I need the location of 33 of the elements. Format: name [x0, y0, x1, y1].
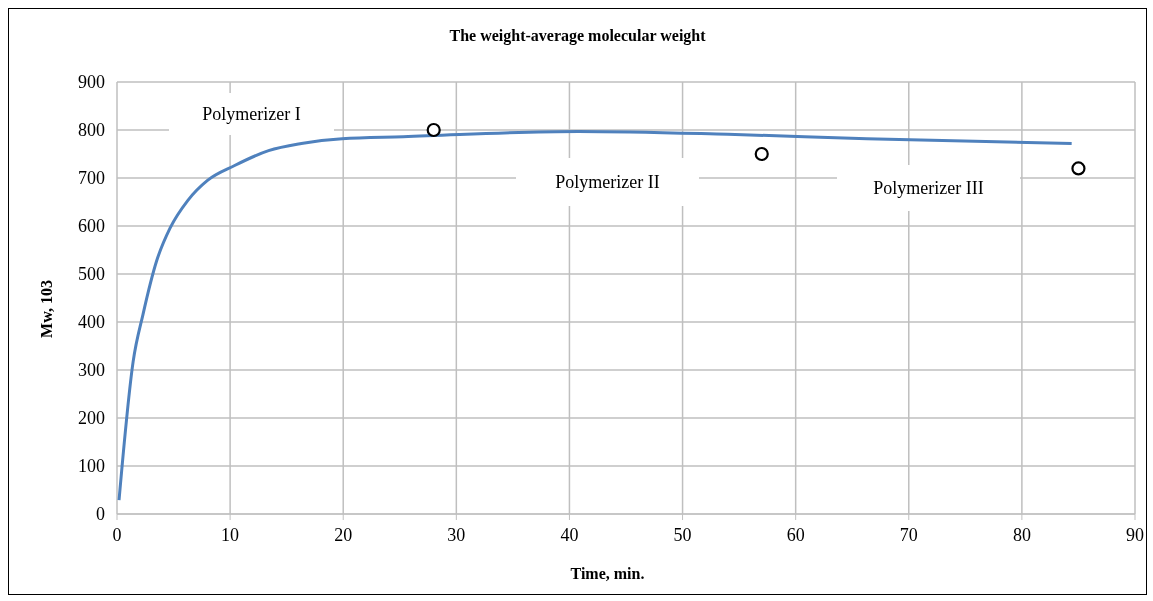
- text-box: Polymerizer II: [516, 158, 699, 206]
- x-tick-label: 10: [221, 524, 240, 545]
- y-tick-label: 200: [78, 408, 105, 429]
- annotation: Polymerizer II: [555, 171, 660, 193]
- point: [1071, 161, 1086, 176]
- y-tick-label: 400: [78, 312, 105, 333]
- text-box: Polymerizer III: [837, 165, 1020, 211]
- text-box: Polymerizer I: [169, 93, 334, 135]
- y-tick-label: 0: [96, 504, 105, 525]
- x-tick-label: 70: [899, 524, 918, 545]
- point: [754, 146, 769, 162]
- x-tick-label: 60: [786, 524, 805, 545]
- y-tick-label: 700: [78, 168, 105, 189]
- point: [426, 122, 441, 138]
- y-tick-label: 100: [78, 456, 105, 477]
- annotation: Polymerizer III: [873, 177, 984, 199]
- chart-title: The weight-average molecular weight: [448, 27, 707, 45]
- x-tick-label: 20: [334, 524, 353, 545]
- x-tick-label: 40: [560, 524, 579, 545]
- x-tick-label: 30: [447, 524, 466, 545]
- annotation: Polymerizer I: [202, 103, 301, 125]
- y-tick-label: 800: [78, 120, 105, 141]
- x-tick-label: 50: [673, 524, 692, 545]
- x-tick-label: 90: [1126, 524, 1144, 545]
- y-tick-label: 500: [78, 264, 105, 285]
- y-tick-label: 900: [78, 72, 105, 93]
- y-tick-label: 600: [78, 216, 105, 237]
- line-series: [117, 129, 1074, 502]
- x-tick-label: 80: [1012, 524, 1031, 545]
- y-axis-title: Mw, 103: [38, 280, 56, 338]
- y-tick-label: 300: [78, 360, 105, 381]
- x-axis-title: Time, min.: [569, 565, 646, 583]
- x-tick-label: 0: [112, 524, 122, 545]
